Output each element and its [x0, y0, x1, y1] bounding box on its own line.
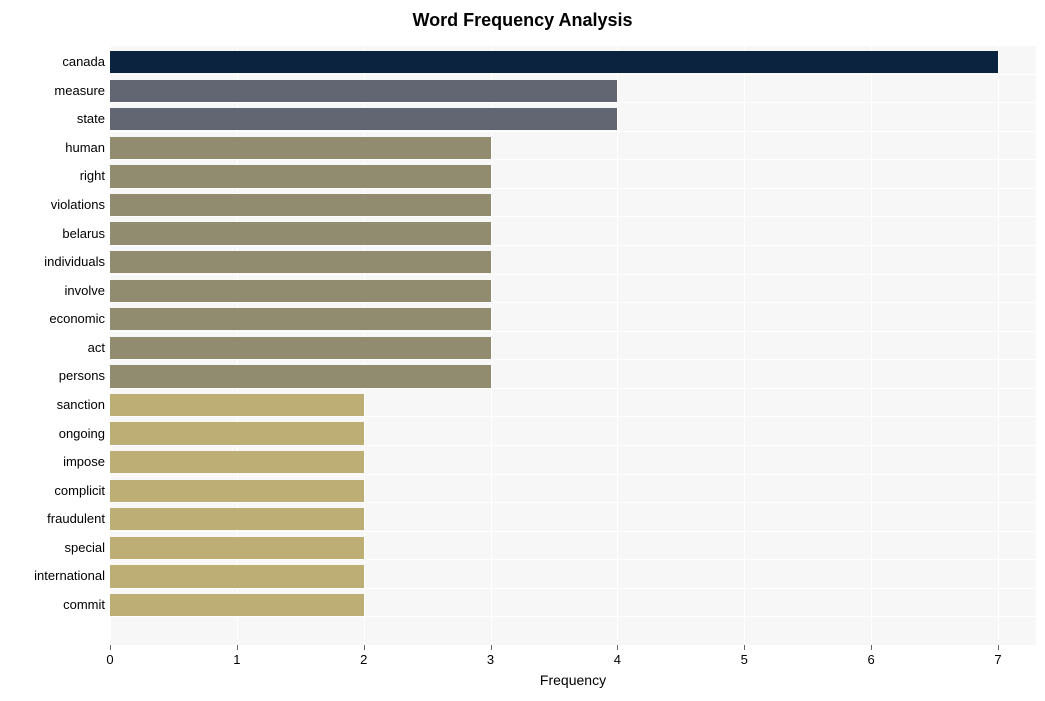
bar	[110, 51, 998, 73]
gridline	[744, 45, 745, 645]
chart-title: Word Frequency Analysis	[0, 0, 1045, 35]
y-tick-label: human	[5, 137, 105, 159]
y-tick-label: international	[5, 565, 105, 587]
x-tick-label: 3	[487, 652, 494, 667]
y-tick-label: involve	[5, 280, 105, 302]
bar	[110, 480, 364, 502]
x-tick	[364, 645, 365, 650]
gridline	[617, 45, 618, 645]
bar	[110, 422, 364, 444]
x-tick-label: 6	[867, 652, 874, 667]
x-tick-label: 4	[614, 652, 621, 667]
bar	[110, 508, 364, 530]
y-tick-label: state	[5, 108, 105, 130]
x-tick-label: 0	[106, 652, 113, 667]
y-tick-label: special	[5, 537, 105, 559]
y-tick-label: canada	[5, 51, 105, 73]
x-axis-label: Frequency	[110, 672, 1036, 688]
y-tick-label: commit	[5, 594, 105, 616]
y-tick-label: ongoing	[5, 423, 105, 445]
bar	[110, 222, 491, 244]
bar	[110, 365, 491, 387]
gridline	[871, 45, 872, 645]
bar	[110, 280, 491, 302]
bar	[110, 80, 617, 102]
x-tick-label: 7	[994, 652, 1001, 667]
y-tick-label: sanction	[5, 394, 105, 416]
bar	[110, 394, 364, 416]
bar	[110, 594, 364, 616]
x-tick	[237, 645, 238, 650]
gridline	[491, 45, 492, 645]
x-tick	[491, 645, 492, 650]
y-tick-label: individuals	[5, 251, 105, 273]
bar	[110, 251, 491, 273]
y-tick-label: impose	[5, 451, 105, 473]
bar	[110, 165, 491, 187]
y-tick-label: belarus	[5, 223, 105, 245]
y-tick-label: fraudulent	[5, 508, 105, 530]
x-tick-label: 5	[741, 652, 748, 667]
chart-container: Word Frequency Analysis Frequency 0 1 2 3 4 5…	[0, 0, 1045, 701]
x-tick	[998, 645, 999, 650]
x-tick	[871, 645, 872, 650]
x-tick	[110, 645, 111, 650]
y-tick-label: complicit	[5, 480, 105, 502]
bar	[110, 537, 364, 559]
y-tick-label: violations	[5, 194, 105, 216]
x-tick-label: 1	[233, 652, 240, 667]
y-tick-label: right	[5, 165, 105, 187]
bar	[110, 194, 491, 216]
bar	[110, 108, 617, 130]
bar	[110, 337, 491, 359]
y-tick-label: persons	[5, 365, 105, 387]
x-tick	[744, 645, 745, 650]
plot-area	[110, 45, 1036, 645]
y-tick-label: act	[5, 337, 105, 359]
bar	[110, 451, 364, 473]
bar	[110, 308, 491, 330]
x-tick	[617, 645, 618, 650]
bar	[110, 565, 364, 587]
x-tick-label: 2	[360, 652, 367, 667]
bar	[110, 137, 491, 159]
y-tick-label: measure	[5, 80, 105, 102]
y-tick-label: economic	[5, 308, 105, 330]
gridline	[998, 45, 999, 645]
